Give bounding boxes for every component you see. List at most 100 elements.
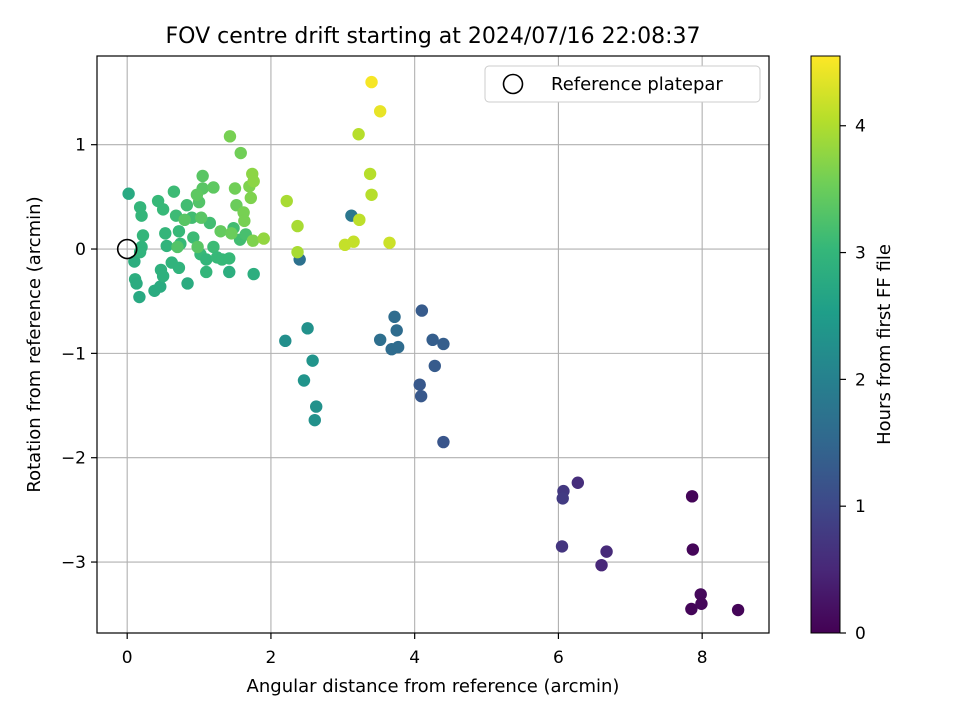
- data-point-89: [238, 214, 251, 228]
- data-point-23: [391, 340, 405, 354]
- colorbar-label: Hours from first FF file: [874, 244, 895, 445]
- data-point-64: [200, 253, 213, 266]
- reference-marker: [116, 238, 138, 260]
- data-point-10: [600, 545, 613, 558]
- data-point-94: [247, 175, 260, 188]
- data-point-39: [181, 277, 194, 290]
- data-point-98: [291, 245, 304, 259]
- data-point-20: [390, 324, 403, 337]
- y-tick-label-3: 0: [75, 240, 86, 260]
- data-point-35: [130, 277, 143, 290]
- data-point-51: [159, 227, 172, 240]
- colorbar: 0 1 2 3 4 Hours from first FF file: [810, 55, 895, 644]
- data-point-40: [223, 265, 236, 279]
- data-point-101: [365, 188, 378, 201]
- data-point-97: [291, 219, 304, 233]
- colorbar-tick-label-0: 0: [855, 624, 866, 644]
- legend-entry-reference: Reference platepar: [551, 74, 723, 95]
- data-point-83: [225, 227, 238, 240]
- data-point-29: [297, 374, 311, 387]
- data-point-30: [310, 400, 323, 413]
- data-point-80: [191, 240, 204, 254]
- data-point-6: [571, 476, 585, 489]
- y-tick-label-2: −1: [61, 344, 86, 364]
- data-point-52: [160, 239, 173, 253]
- x-tick-label-1: 2: [266, 648, 277, 668]
- data-point-87: [223, 130, 237, 143]
- data-point-59: [180, 199, 194, 212]
- x-axis-ticks: 0 2 4 6 8: [122, 633, 708, 668]
- data-point-76: [207, 181, 220, 194]
- y-axis-ticks: −3 −2 −1 0 1: [61, 136, 97, 573]
- data-point-96: [280, 194, 293, 208]
- data-point-1: [686, 543, 700, 556]
- data-point-13: [426, 333, 439, 347]
- data-point-4: [695, 597, 708, 610]
- colorbar-tick-label-4: 4: [855, 117, 866, 137]
- legend-reference-marker: [502, 73, 524, 95]
- reference-point: [116, 238, 138, 260]
- x-tick-label-3: 6: [553, 648, 564, 668]
- colorbar-tick-label-3: 3: [855, 244, 866, 264]
- data-point-3: [694, 588, 707, 601]
- data-point-38: [154, 280, 167, 293]
- data-point-86: [234, 146, 247, 160]
- data-point-11: [595, 558, 608, 572]
- y-tick-label-1: −2: [61, 449, 86, 469]
- data-point-27: [301, 322, 314, 335]
- data-point-78: [195, 211, 208, 224]
- data-point-102: [353, 213, 366, 227]
- data-point-100: [363, 167, 377, 181]
- data-point-2: [685, 602, 698, 616]
- data-point-48: [135, 209, 148, 222]
- data-point-0: [685, 490, 699, 503]
- x-tick-label-0: 0: [122, 648, 133, 668]
- chart-title: FOV centre drift starting at 2024/07/16 …: [166, 24, 701, 49]
- data-point-61: [187, 231, 200, 244]
- data-point-14: [437, 337, 450, 351]
- legend: Reference platepar: [484, 65, 761, 103]
- y-axis-label: Rotation from reference (arcmin): [24, 196, 45, 492]
- data-point-105: [383, 236, 396, 249]
- legend-box: [484, 65, 761, 103]
- data-point-5: [731, 603, 745, 617]
- data-point-69: [223, 252, 236, 265]
- data-point-95: [257, 232, 270, 245]
- data-point-104: [338, 238, 352, 252]
- data-point-50: [156, 203, 170, 216]
- data-point-82: [214, 225, 227, 238]
- x-tick-label-2: 4: [409, 648, 420, 668]
- data-point-92: [246, 234, 260, 247]
- data-point-81: [171, 240, 184, 254]
- data-point-57: [172, 225, 186, 238]
- data-point-41: [247, 267, 260, 281]
- plot-frame: [96, 55, 770, 634]
- data-point-77: [190, 188, 204, 201]
- grid-lines: [97, 56, 769, 633]
- data-point-43: [156, 269, 170, 283]
- data-point-9: [555, 540, 569, 553]
- data-point-85: [228, 182, 242, 195]
- data-point-19: [388, 310, 401, 324]
- data-point-107: [365, 75, 378, 89]
- data-point-15: [428, 359, 441, 373]
- data-point-8: [556, 492, 569, 505]
- data-point-12: [415, 304, 429, 317]
- y-tick-label-0: −3: [61, 553, 86, 573]
- data-point-18: [437, 435, 450, 449]
- data-point-32: [122, 187, 135, 200]
- data-point-66: [207, 240, 220, 254]
- colorbar-tick-label-1: 1: [855, 497, 866, 517]
- colorbar-tick-label-2: 2: [855, 370, 866, 390]
- colorbar-gradient: [810, 55, 841, 634]
- x-tick-label-4: 8: [697, 648, 708, 668]
- data-point-74: [196, 169, 209, 183]
- data-point-79: [178, 213, 191, 227]
- data-point-46: [136, 229, 150, 242]
- data-point-99: [352, 128, 365, 141]
- data-points: [122, 75, 745, 617]
- data-point-36: [133, 290, 146, 304]
- data-point-31: [308, 413, 321, 427]
- colorbar-ticks: 0 1 2 3 4: [840, 117, 866, 644]
